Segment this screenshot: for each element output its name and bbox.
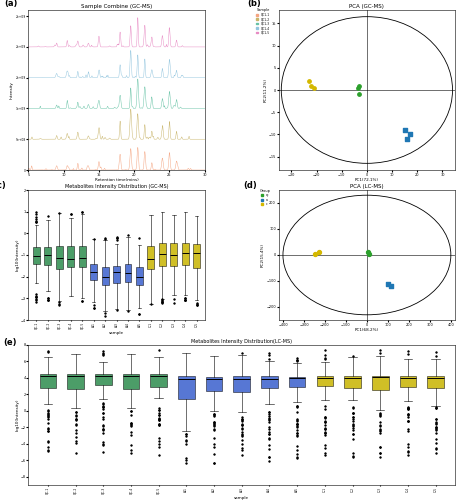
PathPatch shape [261,376,278,388]
X-axis label: PC1(68.2%): PC1(68.2%) [355,328,379,332]
Y-axis label: PC2(11.2%): PC2(11.2%) [263,78,267,102]
X-axis label: sample: sample [234,496,249,500]
PathPatch shape [150,374,167,388]
PathPatch shape [67,246,74,267]
PathPatch shape [400,376,416,387]
Title: PCA (LC-MS): PCA (LC-MS) [350,184,384,189]
Title: Metabolites Intensity Distribution(LC-MS): Metabolites Intensity Distribution(LC-MS… [191,339,292,344]
Text: (d): (d) [244,181,257,190]
Text: (e): (e) [3,338,16,347]
Point [406,130,413,138]
Point [356,90,363,98]
Point [401,126,409,134]
PathPatch shape [372,376,389,390]
PathPatch shape [182,244,189,265]
Point [403,135,411,143]
PathPatch shape [123,374,139,388]
PathPatch shape [113,266,120,283]
PathPatch shape [67,374,84,389]
Point [305,77,313,85]
Legend: QC1-1, QC1-2, QC1-3, QC1-4, QC1-5: QC1-1, QC1-2, QC1-3, QC1-4, QC1-5 [256,8,270,34]
PathPatch shape [147,246,155,269]
PathPatch shape [317,376,333,386]
PathPatch shape [39,374,56,388]
PathPatch shape [159,243,166,266]
PathPatch shape [79,246,86,267]
PathPatch shape [344,376,361,388]
Point [315,248,322,256]
Point [364,248,372,256]
Text: (c): (c) [0,181,6,190]
PathPatch shape [125,264,131,282]
Y-axis label: Intensity: Intensity [10,81,14,99]
X-axis label: Retention time(mins): Retention time(mins) [95,178,138,182]
Title: Metabolites Intensity Distribution (GC-MS): Metabolites Intensity Distribution (GC-M… [65,184,168,189]
PathPatch shape [428,376,444,388]
Point [384,280,392,287]
Point [355,82,363,90]
PathPatch shape [289,376,305,387]
Title: Sample Combine (GC-MS): Sample Combine (GC-MS) [81,4,152,9]
PathPatch shape [45,246,51,266]
Point [312,250,319,258]
Y-axis label: log10(Intensity): log10(Intensity) [15,399,19,431]
Point [310,84,318,92]
PathPatch shape [56,246,63,268]
Legend: qc, a, c: qc, a, c [259,189,270,206]
Y-axis label: log10(Intensity): log10(Intensity) [15,239,19,271]
PathPatch shape [102,267,109,285]
PathPatch shape [95,374,111,385]
Text: (b): (b) [247,0,261,8]
Title: PCA (GC-MS): PCA (GC-MS) [349,4,384,9]
Y-axis label: PC2(15.4%): PC2(15.4%) [261,243,265,267]
Text: (a): (a) [4,0,17,8]
PathPatch shape [206,376,222,390]
PathPatch shape [178,376,195,398]
Point [387,282,395,290]
X-axis label: sample: sample [109,331,124,335]
Point [308,82,315,90]
PathPatch shape [233,376,250,392]
PathPatch shape [33,248,40,264]
PathPatch shape [90,264,97,280]
PathPatch shape [136,267,143,285]
PathPatch shape [170,244,177,266]
Point [354,84,362,92]
Point [365,250,373,258]
X-axis label: PC1(72.1%): PC1(72.1%) [355,178,379,182]
PathPatch shape [193,244,200,268]
